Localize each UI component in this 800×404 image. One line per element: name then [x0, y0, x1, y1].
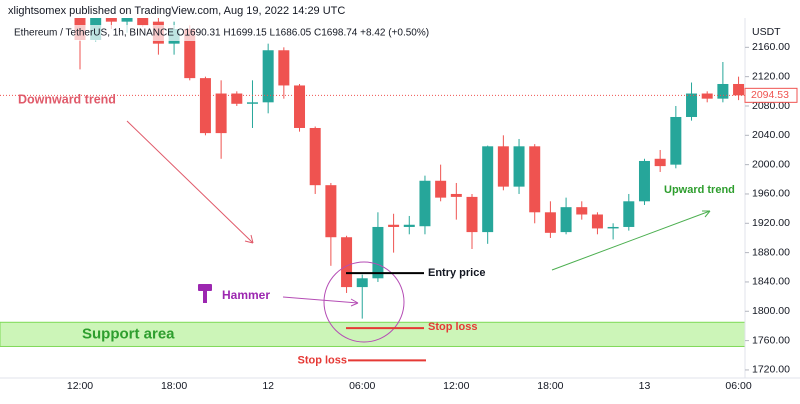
- price-label: 2094.53: [751, 89, 789, 101]
- x-tick-label: 18:00: [537, 380, 563, 392]
- trend-arrow: [551, 210, 711, 271]
- arrow-head: [350, 298, 359, 307]
- entry-label: Entry price: [428, 267, 485, 279]
- y-tick-label: 2120.00: [752, 70, 790, 82]
- y-tick-label: 1840.00: [752, 276, 790, 288]
- candle-body: [607, 226, 619, 229]
- price-box: [744, 87, 798, 103]
- hammer-arrow: [282, 296, 359, 304]
- candle-body: [278, 50, 290, 86]
- candle-body: [246, 102, 258, 104]
- stop-label: Stop loss: [297, 354, 347, 366]
- candle-body: [560, 207, 572, 233]
- candle-body: [717, 83, 729, 99]
- candle-body: [544, 212, 556, 233]
- candle-body: [497, 146, 509, 187]
- candle-body: [623, 201, 635, 227]
- candle-body: [419, 180, 431, 227]
- trend-arrow: [126, 120, 254, 244]
- arrow-head: [702, 210, 711, 218]
- annotation: Upward trend: [664, 184, 735, 196]
- candle-body: [356, 278, 368, 288]
- candle-body: [654, 158, 666, 167]
- arrow-head: [244, 234, 254, 244]
- candle-body: [482, 146, 494, 233]
- candle-body: [701, 93, 713, 99]
- candle-body: [638, 160, 650, 202]
- candle-body: [372, 226, 384, 279]
- candle-body: [591, 214, 603, 229]
- candle-body: [388, 224, 400, 227]
- x-tick-label: 12: [262, 380, 274, 392]
- y-tick-label: 2000.00: [752, 158, 790, 170]
- hammer-icon: [198, 284, 212, 303]
- candle-body: [403, 224, 415, 227]
- annotation: Hammer: [222, 288, 270, 302]
- candle-body: [529, 146, 541, 213]
- y-tick-label: 1720.00: [752, 364, 790, 376]
- x-tick-label: 18:00: [161, 380, 187, 392]
- candle-body: [450, 193, 462, 197]
- candle-body: [184, 28, 196, 79]
- candle-body: [231, 93, 243, 104]
- y-unit: USDT: [752, 26, 781, 38]
- legend-bg: [10, 25, 250, 41]
- candle-body: [513, 146, 525, 187]
- hammer-circle: [323, 261, 405, 343]
- candle-body: [686, 93, 698, 117]
- x-tick-label: 13: [639, 380, 651, 392]
- support-area: [0, 321, 745, 347]
- candle-body: [137, 18, 149, 26]
- candle-body: [121, 18, 133, 22]
- y-tick-label: 1760.00: [752, 334, 790, 346]
- candle-body: [733, 83, 745, 96]
- y-tick-label: 1960.00: [752, 188, 790, 200]
- candle-body: [294, 85, 306, 128]
- y-tick-label: 2040.00: [752, 129, 790, 141]
- plot-area: [0, 18, 745, 347]
- candle-body: [105, 18, 117, 22]
- candle-body: [309, 127, 321, 186]
- x-tick-label: 12:00: [443, 380, 469, 392]
- y-tick-label: 1880.00: [752, 246, 790, 258]
- candle-body: [670, 116, 682, 165]
- candle-body: [576, 207, 588, 215]
- candle-body: [435, 180, 447, 198]
- candle-body: [199, 78, 211, 134]
- x-tick-label: 06:00: [725, 380, 751, 392]
- header: xlightsomex published on TradingView.com…: [8, 5, 345, 17]
- y-tick-label: 1800.00: [752, 305, 790, 317]
- chart-title: Ethereum / TetherUS, 1h, BINANCE O1690.3…: [14, 28, 429, 39]
- stop-label: Stop loss: [428, 321, 478, 333]
- x-tick-label: 12:00: [67, 380, 93, 392]
- candle-body: [262, 50, 274, 103]
- y-tick-label: 1920.00: [752, 217, 790, 229]
- candle-body: [466, 196, 478, 233]
- y-tick-label: 2160.00: [752, 41, 790, 53]
- annotation: Downward trend: [18, 92, 116, 106]
- candle-body: [341, 237, 353, 288]
- support-label: Support area: [82, 325, 175, 342]
- candle-body: [325, 185, 337, 238]
- candle-body: [215, 93, 227, 134]
- x-tick-label: 06:00: [349, 380, 375, 392]
